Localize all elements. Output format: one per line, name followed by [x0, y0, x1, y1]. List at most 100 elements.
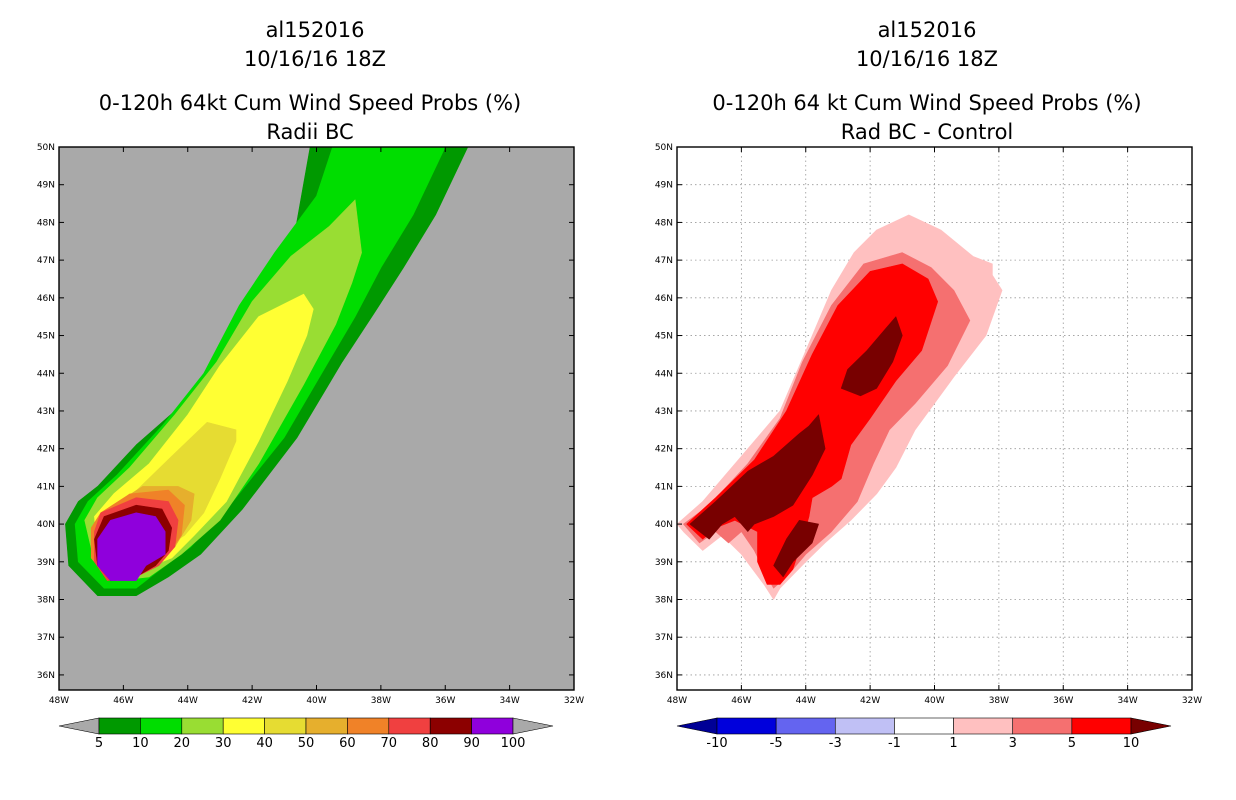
x-tick-label: 46W [731, 696, 751, 706]
colorbar-label: 50 [298, 736, 315, 751]
x-tick-label: 34W [1117, 696, 1137, 706]
left-x-axis-ticks: 48W 46W 44W 42W 40W 38W 36W 34W 32W [49, 147, 584, 706]
colorbar-label: 5 [95, 736, 103, 751]
colorbar-label: 5 [1068, 736, 1076, 751]
y-tick-label: 49N [37, 181, 55, 191]
y-tick-label: 49N [655, 181, 673, 191]
y-tick-label: 37N [37, 633, 55, 643]
left-contour-fills [65, 146, 469, 597]
x-tick-label: 48W [667, 696, 687, 706]
y-tick-label: 37N [655, 633, 673, 643]
x-tick-label: 34W [499, 696, 519, 706]
x-tick-label: 44W [178, 696, 198, 706]
y-tick-label: 50N [655, 143, 673, 153]
x-tick-label: 38W [371, 696, 391, 706]
y-tick-label: 39N [37, 558, 55, 568]
y-tick-label: 43N [655, 407, 673, 417]
colorbar-swatch [222, 717, 265, 735]
colorbar-swatch [953, 717, 1014, 735]
colorbar-label: 100 [501, 736, 526, 751]
y-tick-label: 41N [655, 482, 673, 492]
colorbar-label: 10 [132, 736, 149, 751]
colorbar-label: -10 [706, 736, 727, 751]
y-tick-label: 47N [655, 256, 673, 266]
y-tick-label: 43N [37, 407, 55, 417]
x-tick-label: 48W [49, 696, 69, 706]
colorbar-swatch [98, 717, 141, 735]
y-tick-label: 36N [655, 671, 673, 681]
x-tick-label: 40W [306, 696, 326, 706]
y-tick-label: 40N [655, 520, 673, 530]
colorbar-label: 30 [215, 736, 232, 751]
x-tick-label: 44W [796, 696, 816, 706]
y-tick-label: 47N [37, 256, 55, 266]
y-tick-label: 44N [655, 369, 673, 379]
x-tick-label: 36W [435, 696, 455, 706]
colorbar-swatch [305, 717, 348, 735]
colorbar-swatch [388, 717, 431, 735]
x-tick-label: 32W [1182, 696, 1202, 706]
colorbar-swatch [894, 717, 954, 735]
x-tick-label: 46W [113, 696, 133, 706]
contour-fill-10-100 [840, 316, 903, 397]
colorbar-swatch [181, 717, 224, 735]
left-colorbar: 5 10 20 30 40 50 60 70 80 90 100 [58, 717, 554, 751]
colorbar-high-extend-arrow [512, 717, 554, 735]
x-tick-label: 40W [924, 696, 944, 706]
colorbar-label: 60 [339, 736, 356, 751]
left-title-product: 0-120h 64kt Cum Wind Speed Probs (%) [99, 91, 521, 115]
y-tick-label: 38N [37, 596, 55, 606]
colorbar-label: -3 [829, 736, 842, 751]
right-contour-fills [676, 214, 1003, 600]
left-title-storm-id: al152016 [266, 18, 365, 42]
left-chart-panel: al152016 10/16/16 18Z 0-120h 64kt Cum Wi… [37, 18, 584, 751]
right-colorbar: -10 -5 -3 -1 1 3 5 10 [676, 717, 1172, 751]
right-y-axis-ticks: 50N 49N 48N 47N 46N 45N 44N 43N 42N 41N 40N 39N 38N 3… [655, 143, 1192, 681]
y-tick-label: 42N [37, 445, 55, 455]
y-tick-label: 44N [37, 369, 55, 379]
colorbar-swatch [716, 717, 777, 735]
right-title-storm-id: al152016 [878, 18, 977, 42]
x-tick-label: 38W [989, 696, 1009, 706]
y-tick-label: 50N [37, 143, 55, 153]
y-tick-label: 41N [37, 482, 55, 492]
colorbar-swatch [471, 717, 514, 735]
colorbar-label: 1 [949, 736, 957, 751]
right-title-subtitle: Rad BC - Control [841, 120, 1014, 144]
right-chart-panel: al152016 10/16/16 18Z 0-120h 64 kt Cum W… [655, 18, 1202, 751]
y-tick-label: 46N [37, 294, 55, 304]
colorbar-swatch [834, 717, 895, 735]
colorbar-label: 40 [256, 736, 273, 751]
y-tick-label: 48N [655, 218, 673, 228]
colorbar-swatch [264, 717, 307, 735]
x-tick-label: 42W [860, 696, 880, 706]
colorbar-swatch [775, 717, 836, 735]
colorbar-swatch [429, 717, 472, 735]
y-tick-label: 39N [655, 558, 673, 568]
colorbar-low-extend-arrow [676, 717, 718, 735]
right-title-date: 10/16/16 18Z [856, 47, 998, 71]
y-tick-label: 36N [37, 671, 55, 681]
left-y-axis-ticks: 50N 49N 48N 47N 46N 45N 44N 43N 42N 41N 40N 39N 38N 3… [37, 143, 574, 681]
contour-fill-90-100 [97, 512, 166, 581]
colorbar-label: 10 [1123, 736, 1140, 751]
contour-fill-10-100 [773, 519, 819, 578]
colorbar-label: 90 [463, 736, 480, 751]
y-tick-label: 46N [655, 294, 673, 304]
colorbar-label: 20 [174, 736, 191, 751]
colorbar-high-extend-arrow [1130, 717, 1172, 735]
x-tick-label: 42W [242, 696, 262, 706]
colorbar-swatch [140, 717, 183, 735]
right-title-product: 0-120h 64 kt Cum Wind Speed Probs (%) [712, 91, 1141, 115]
colorbar-label: 3 [1009, 736, 1017, 751]
y-tick-label: 45N [37, 332, 55, 342]
y-tick-label: 45N [655, 332, 673, 342]
colorbar-label: -1 [888, 736, 901, 751]
colorbar-low-extend-arrow [58, 717, 100, 735]
y-tick-label: 42N [655, 445, 673, 455]
x-tick-label: 36W [1053, 696, 1073, 706]
right-x-axis-ticks: 48W 46W 44W 42W 40W 38W 36W 34W 32W [667, 147, 1202, 706]
contour-fill-10-100 [689, 414, 826, 540]
x-tick-label: 32W [564, 696, 584, 706]
